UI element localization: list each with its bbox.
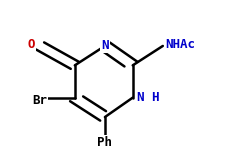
Text: Br: Br xyxy=(32,94,47,107)
Text: N H: N H xyxy=(137,91,160,104)
Text: N: N xyxy=(101,39,109,52)
Text: O: O xyxy=(27,38,34,51)
Text: NHAc: NHAc xyxy=(165,38,195,51)
Text: Ph: Ph xyxy=(97,136,112,149)
